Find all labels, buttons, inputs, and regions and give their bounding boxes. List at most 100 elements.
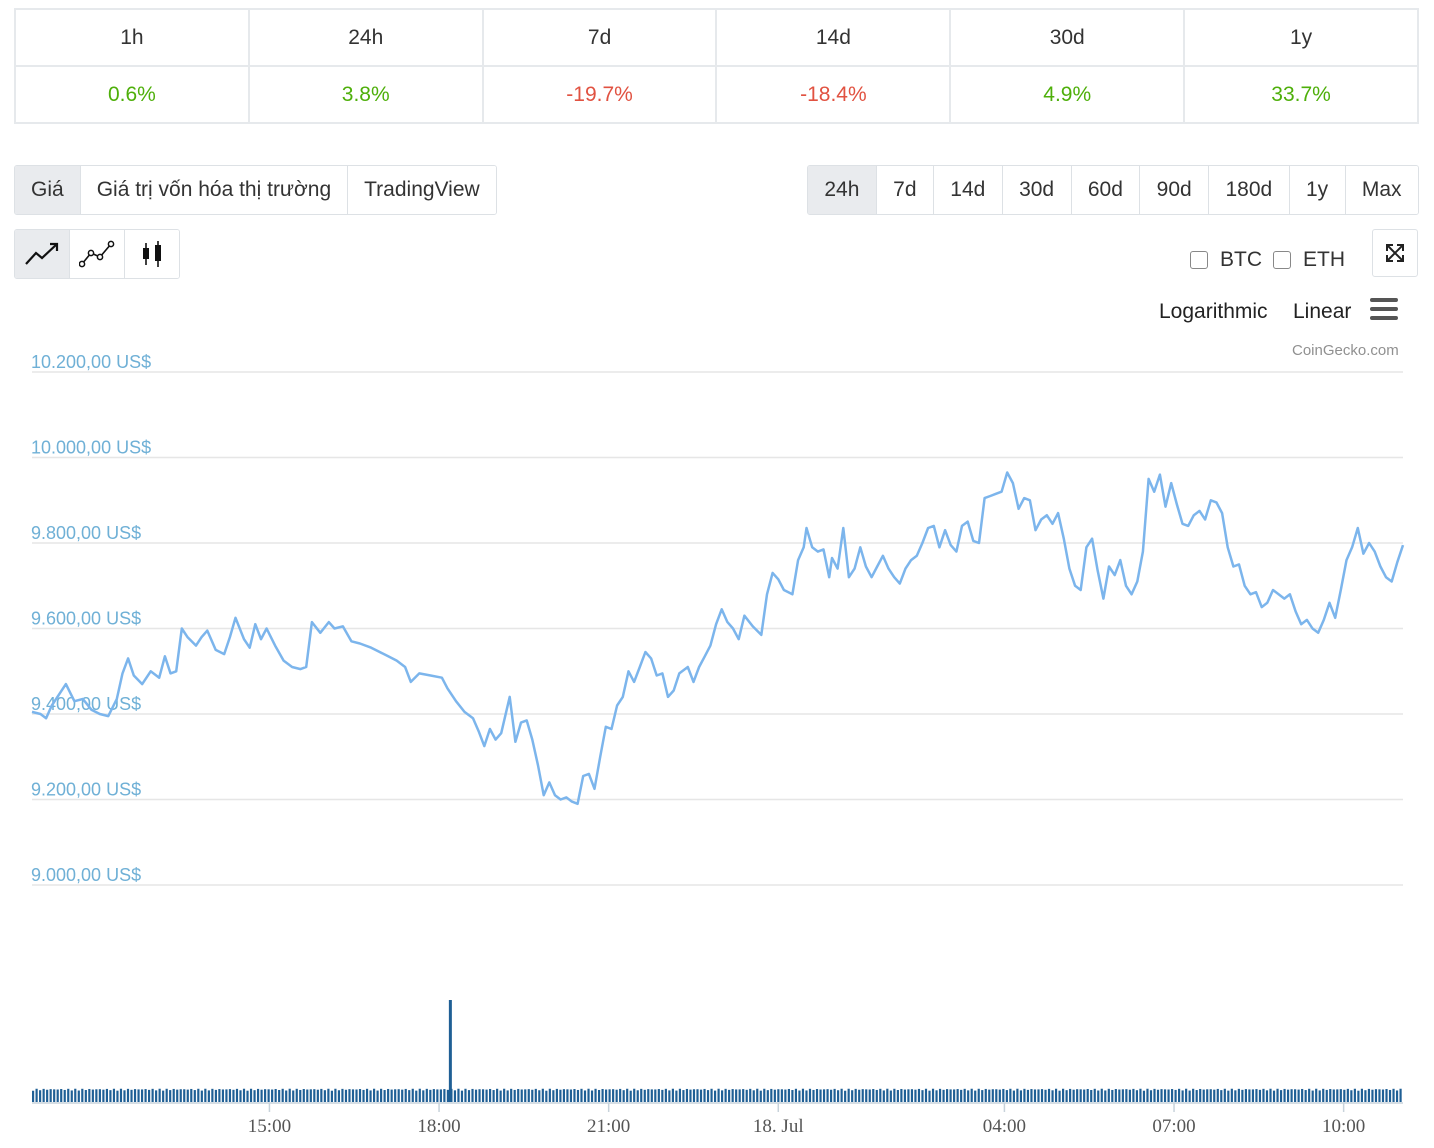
- compare-btc[interactable]: BTC: [1190, 248, 1262, 272]
- logarithmic-button[interactable]: Logarithmic: [1159, 300, 1268, 323]
- volume-bar: [713, 1090, 717, 1102]
- volume-bar: [397, 1089, 400, 1102]
- range-60d[interactable]: 60d: [1071, 166, 1141, 214]
- volume-bar: [1318, 1090, 1321, 1102]
- volume-bar: [116, 1090, 119, 1102]
- volume-bar: [1315, 1088, 1318, 1102]
- volume-bar: [548, 1088, 551, 1102]
- volume-bar: [1294, 1089, 1297, 1102]
- volume-bar: [1054, 1088, 1058, 1102]
- volume-bar: [1350, 1090, 1353, 1102]
- volume-bar: [316, 1089, 319, 1102]
- volume-bar: [829, 1089, 833, 1102]
- credit-link[interactable]: CoinGecko.com: [1292, 342, 1399, 359]
- volume-bar: [903, 1089, 906, 1102]
- volume-bar: [1163, 1089, 1167, 1102]
- volume-bar: [1170, 1089, 1174, 1102]
- volume-bar: [552, 1090, 555, 1102]
- volume-bar: [541, 1088, 544, 1102]
- period-1h: 1h: [14, 8, 250, 67]
- volume-bar: [1322, 1088, 1325, 1102]
- volume-bar: [794, 1088, 798, 1102]
- tab-tradingview[interactable]: TradingView: [348, 166, 496, 214]
- volume-bar: [190, 1088, 193, 1102]
- performance-header-row: 1h 24h 7d 14d 30d 1y: [14, 8, 1419, 67]
- volume-bar: [56, 1089, 59, 1102]
- volume-bar: [1216, 1088, 1219, 1102]
- volume-bar: [183, 1089, 186, 1102]
- point-line-chart-icon: [79, 240, 115, 268]
- volume-bar: [478, 1089, 481, 1102]
- volume-bar: [703, 1088, 706, 1102]
- volume-bar: [682, 1090, 685, 1102]
- volume-bar: [228, 1089, 232, 1102]
- volume-bar: [524, 1089, 527, 1102]
- volume-bar: [1139, 1088, 1142, 1102]
- volume-bar: [436, 1089, 439, 1102]
- volume-bar: [1009, 1088, 1012, 1102]
- range-14d[interactable]: 14d: [933, 166, 1003, 214]
- volume-bar: [49, 1089, 52, 1102]
- range-max[interactable]: Max: [1345, 166, 1418, 214]
- line-chart-button[interactable]: [15, 230, 70, 278]
- volume-bar: [671, 1088, 674, 1102]
- volume-bar: [1167, 1089, 1170, 1102]
- range-7d[interactable]: 7d: [876, 166, 934, 214]
- volume-bar: [882, 1090, 885, 1102]
- volume-bar: [387, 1088, 390, 1102]
- volume-bar: [179, 1089, 182, 1102]
- volume-bar: [555, 1088, 558, 1102]
- volume-bar: [956, 1089, 959, 1102]
- volume-bar: [1149, 1090, 1153, 1102]
- change-7d: -19.7%: [481, 65, 718, 124]
- volume-bar: [1269, 1088, 1272, 1102]
- eth-checkbox[interactable]: [1273, 251, 1291, 269]
- volume-bar: [169, 1090, 172, 1102]
- volume-bar: [1304, 1090, 1307, 1102]
- volume-bar: [629, 1090, 632, 1102]
- volume-bar: [1213, 1089, 1216, 1102]
- volume-bar: [1178, 1088, 1181, 1102]
- volume-bar: [1385, 1089, 1388, 1102]
- performance-values-row: 0.6% 3.8% -19.7% -18.4% 4.9% 33.7%: [14, 65, 1419, 124]
- fullscreen-button[interactable]: [1372, 229, 1418, 277]
- linear-button[interactable]: Linear: [1293, 300, 1352, 323]
- volume-bar: [112, 1088, 116, 1102]
- volume-bar: [717, 1088, 720, 1102]
- volume-bar: [773, 1089, 776, 1102]
- volume-bar: [640, 1088, 643, 1102]
- volume-bar: [633, 1088, 636, 1102]
- volume-spike-bar: [448, 1000, 452, 1102]
- range-90d[interactable]: 90d: [1140, 166, 1210, 214]
- volume-bar: [253, 1090, 256, 1102]
- range-1y[interactable]: 1y: [1289, 166, 1346, 214]
- range-24h[interactable]: 24h: [808, 166, 877, 214]
- volume-bar: [105, 1088, 109, 1102]
- tab-market-cap[interactable]: Giá trị vốn hóa thị trường: [80, 166, 349, 214]
- tab-price[interactable]: Giá: [15, 166, 81, 214]
- volume-bar: [1181, 1090, 1184, 1102]
- volume-bar: [1237, 1088, 1240, 1102]
- range-30d[interactable]: 30d: [1002, 166, 1072, 214]
- volume-bar: [692, 1089, 696, 1102]
- volume-bar: [249, 1088, 253, 1102]
- btc-checkbox[interactable]: [1190, 251, 1208, 269]
- volume-bar: [197, 1088, 200, 1102]
- menu-icon[interactable]: [1370, 298, 1398, 322]
- volume-bar: [1339, 1089, 1342, 1102]
- volume-bar: [815, 1089, 819, 1102]
- volume-bar: [668, 1090, 671, 1102]
- compare-eth[interactable]: ETH: [1273, 248, 1345, 272]
- volume-bar: [1033, 1089, 1037, 1102]
- volume-bar: [341, 1088, 344, 1102]
- candlestick-chart-button[interactable]: [125, 230, 179, 278]
- x-tick-label: 07:00: [1152, 1116, 1195, 1137]
- volume-bar: [953, 1089, 956, 1102]
- volume-bar: [1227, 1090, 1230, 1102]
- range-180d[interactable]: 180d: [1209, 166, 1290, 214]
- point-line-chart-button[interactable]: [70, 230, 125, 278]
- expand-icon: [1386, 244, 1404, 262]
- volume-bar: [355, 1089, 358, 1102]
- volume-bar: [1142, 1090, 1146, 1102]
- volume-bar: [808, 1088, 812, 1102]
